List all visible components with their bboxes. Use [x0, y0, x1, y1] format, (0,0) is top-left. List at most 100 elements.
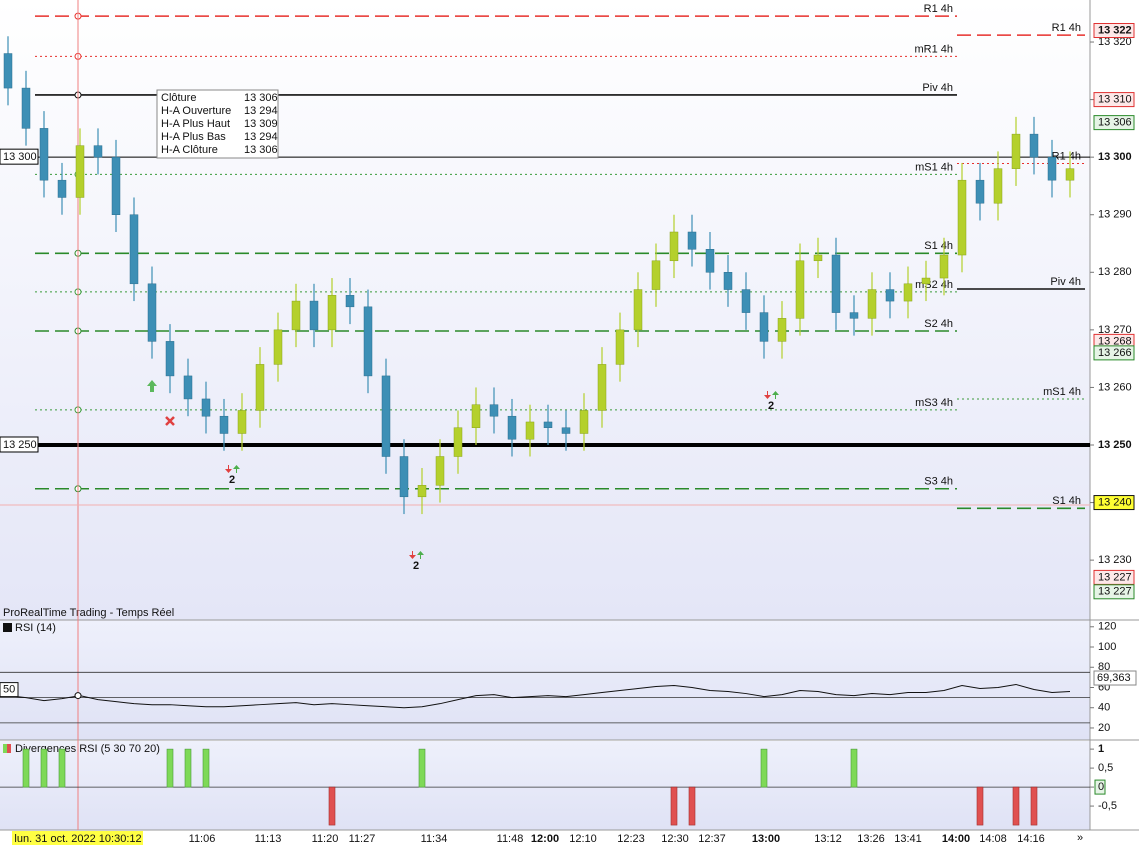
y-tick-label: 13 270 [1098, 324, 1132, 336]
y-tick-label: 13 260 [1098, 381, 1132, 393]
pivot-label: S1 4h [1052, 495, 1081, 507]
price-tag-label: 13 268 [1098, 335, 1132, 347]
price-tag [1093, 92, 1135, 108]
price-tag [1093, 345, 1135, 361]
tooltip-val: 13 309 [244, 118, 278, 130]
y-tick-label: 1 [1098, 743, 1104, 755]
candle-body [381, 375, 391, 457]
candle-body [597, 364, 607, 411]
candle-body [759, 312, 769, 342]
candle-body [1029, 133, 1039, 158]
candle-body [507, 415, 517, 440]
tooltip-key: H-A Plus Haut [161, 118, 230, 130]
x-tick-label: 11:34 [421, 833, 448, 845]
div-up [417, 551, 424, 559]
div-bar [184, 748, 192, 788]
candle-body [363, 306, 373, 377]
pivot-label: mR1 4h [914, 43, 953, 55]
price-tag-label: 13 266 [1098, 347, 1132, 359]
tooltip-key: Clôture [161, 92, 196, 104]
price-tag-label: 13 322 [1098, 24, 1132, 36]
cross-mark [165, 416, 175, 426]
div-bar [58, 748, 66, 788]
x-tick-label: lun. 31 oct. 2022 10:30:12 [14, 833, 141, 845]
x-tick-label: 14:08 [979, 833, 1007, 845]
div-icon [7, 744, 11, 753]
div-bar [850, 748, 858, 788]
pivot-label: Piv 4h [922, 82, 953, 94]
signal-label: 2 [229, 474, 235, 486]
candle-body [399, 456, 409, 498]
y-tick-label: 13 230 [1098, 554, 1132, 566]
price-tag-label: 13 306 [1098, 117, 1132, 129]
axis-bg [1090, 0, 1139, 830]
candle-body [903, 283, 913, 302]
div-bar [328, 786, 336, 826]
pivot-label: S2 4h [924, 318, 953, 330]
candle-body [327, 295, 337, 331]
tooltip-val: 13 306 [244, 144, 278, 156]
tooltip-key: H-A Plus Bas [161, 131, 226, 143]
div-bar [760, 748, 768, 788]
scroll-button[interactable]: » [1077, 832, 1083, 844]
div-panel [0, 741, 1090, 830]
candle-body [615, 329, 625, 365]
x-tick-label: 11:06 [189, 833, 216, 845]
y-tick-label: 0 [1098, 781, 1104, 793]
x-tick-label: 12:23 [617, 833, 645, 845]
x-tick-label: 14:16 [1017, 833, 1045, 845]
rsi-icon [3, 623, 12, 632]
candle-body [129, 214, 139, 285]
price-tag-label: 13 310 [1098, 93, 1132, 105]
price-tag-label: 13 240 [1098, 496, 1132, 508]
div-up [772, 391, 779, 399]
candle-body [885, 289, 895, 302]
candle-body [633, 289, 643, 331]
pivot-label: Piv 4h [1050, 276, 1081, 288]
price-tag [1093, 115, 1135, 131]
pivot-label: R1 4h [1052, 22, 1081, 34]
candle-body [417, 485, 427, 498]
candle-body [111, 156, 121, 215]
y-tick-label: 120 [1098, 621, 1116, 633]
y-tick-label: 13 290 [1098, 209, 1132, 221]
candle-body [489, 404, 499, 417]
tooltip-key: H-A Ouverture [161, 105, 231, 117]
y-tick-label: 100 [1098, 641, 1116, 653]
y-tick-label: 13 320 [1098, 36, 1132, 48]
div-bar [40, 748, 48, 788]
rsi-node [74, 692, 82, 700]
y-tick-label: 40 [1098, 702, 1110, 714]
rsi-tag-bg [0, 682, 19, 698]
pivot-label: mS1 4h [915, 161, 953, 173]
candle-body [183, 375, 193, 400]
line-tag-bg [0, 148, 39, 165]
div-down [409, 551, 416, 559]
y-tick-label: -0,5 [1098, 800, 1117, 812]
candle-body [147, 283, 157, 342]
x-tick-label: 11:20 [312, 833, 339, 845]
tooltip-val: 13 294 [244, 131, 278, 143]
pivot-label: mS1 4h [1043, 386, 1081, 398]
x-tick-label: 11:13 [255, 833, 282, 845]
x-tick-label: 14:00 [942, 833, 970, 845]
rsi-title: RSI (14) [15, 622, 56, 634]
div-bar [688, 786, 696, 826]
candle-body [1011, 133, 1021, 169]
tooltip-val: 13 306 [244, 92, 278, 104]
y-tick-label: 20 [1098, 722, 1110, 734]
candle-body [975, 179, 985, 204]
buy-arrow [147, 380, 157, 392]
div-down [225, 465, 232, 473]
signal-label: 2 [413, 560, 419, 572]
y-tick-label: 13 300 [1098, 151, 1132, 163]
div-up [233, 465, 240, 473]
x-tick-label: 13:12 [814, 833, 842, 845]
candle-body [543, 421, 553, 428]
y-tick-label: 0,5 [1098, 762, 1113, 774]
candle-body [723, 272, 733, 290]
div-bar [166, 748, 174, 788]
candle-body [525, 421, 535, 440]
price-tag-label: 13 227 [1098, 571, 1132, 583]
candle-body [831, 254, 841, 313]
